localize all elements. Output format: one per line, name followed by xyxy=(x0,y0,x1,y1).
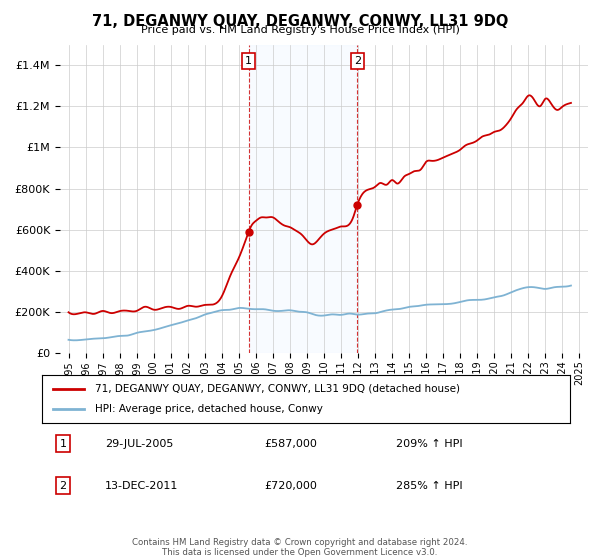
Text: 2: 2 xyxy=(59,481,67,491)
Text: 71, DEGANWY QUAY, DEGANWY, CONWY, LL31 9DQ (detached house): 71, DEGANWY QUAY, DEGANWY, CONWY, LL31 9… xyxy=(95,384,460,394)
Text: 71, DEGANWY QUAY, DEGANWY, CONWY, LL31 9DQ: 71, DEGANWY QUAY, DEGANWY, CONWY, LL31 9… xyxy=(92,14,508,29)
Text: HPI: Average price, detached house, Conwy: HPI: Average price, detached house, Conw… xyxy=(95,404,323,414)
Text: 2: 2 xyxy=(353,56,361,66)
Text: 1: 1 xyxy=(59,439,67,449)
Point xyxy=(244,228,253,237)
Text: 29-JUL-2005: 29-JUL-2005 xyxy=(105,439,173,449)
Text: Price paid vs. HM Land Registry's House Price Index (HPI): Price paid vs. HM Land Registry's House … xyxy=(140,25,460,35)
Text: £587,000: £587,000 xyxy=(264,439,317,449)
Text: 285% ↑ HPI: 285% ↑ HPI xyxy=(396,481,463,491)
Point xyxy=(352,200,362,209)
Text: £720,000: £720,000 xyxy=(264,481,317,491)
Text: 209% ↑ HPI: 209% ↑ HPI xyxy=(396,439,463,449)
Text: 1: 1 xyxy=(245,56,252,66)
Text: 13-DEC-2011: 13-DEC-2011 xyxy=(105,481,178,491)
Bar xyxy=(248,45,357,353)
Text: Contains HM Land Registry data © Crown copyright and database right 2024.
This d: Contains HM Land Registry data © Crown c… xyxy=(132,538,468,557)
